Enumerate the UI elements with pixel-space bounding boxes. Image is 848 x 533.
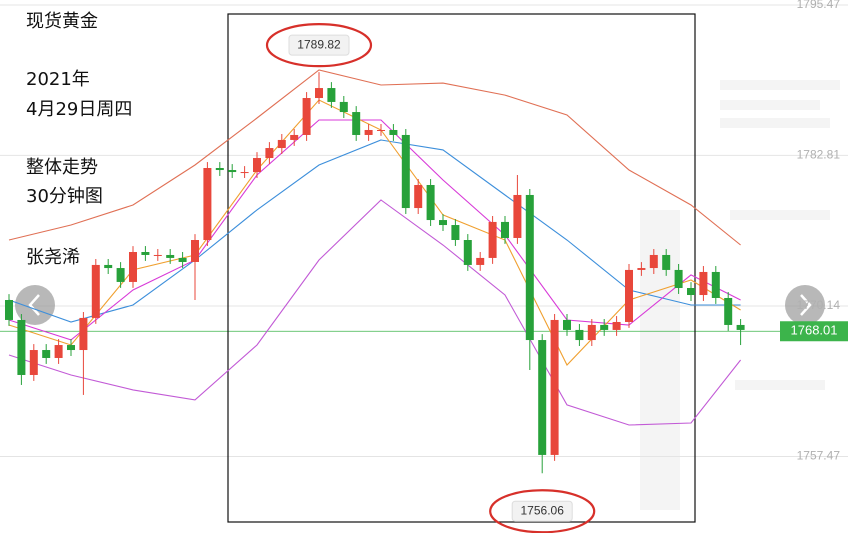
candle-body	[302, 98, 311, 135]
note-text: 张尧浠	[26, 247, 80, 268]
candle-body	[253, 158, 261, 173]
indicator-line	[8, 199, 742, 426]
candle-body	[54, 345, 63, 358]
note-text: 4月29日周四	[26, 99, 132, 120]
candle-body	[463, 240, 472, 265]
candle-body	[439, 220, 447, 226]
last-price-tag	[780, 321, 848, 342]
candle-body	[29, 350, 38, 375]
indicator-line	[8, 69, 741, 246]
candle-body	[290, 134, 299, 140]
candle-body	[662, 254, 671, 270]
candle-body	[414, 184, 423, 209]
callout-label: 1756.06	[521, 503, 565, 517]
candle-body	[724, 297, 733, 325]
candle-body	[129, 252, 137, 282]
candle-body	[178, 257, 187, 262]
note-text: 30分钟图	[26, 186, 103, 207]
y-tick-label: 1757.47	[797, 449, 841, 463]
candle-body	[637, 268, 646, 270]
candle-body	[711, 271, 720, 298]
candle-body	[476, 257, 485, 265]
note-text: 整体走势	[26, 157, 98, 178]
candle-body	[327, 88, 336, 102]
note-text: 现货黄金	[26, 11, 98, 32]
candle-body	[42, 350, 51, 358]
candle-body	[699, 271, 708, 296]
candle-body	[525, 194, 534, 341]
highlight-frame	[227, 13, 696, 523]
candle-body	[488, 221, 497, 258]
candle-body	[377, 129, 385, 131]
candle-body	[426, 184, 435, 221]
candle-body	[687, 288, 695, 296]
candle-body	[191, 240, 199, 262]
callout-label: 1789.82	[297, 37, 341, 51]
candle-body	[79, 317, 88, 351]
candle-body	[153, 254, 162, 256]
y-tick-label: 1782.81	[797, 148, 841, 162]
callout-box	[288, 34, 350, 56]
indicator-line	[8, 99, 741, 366]
candle-body	[352, 112, 361, 135]
nav-left[interactable]	[15, 285, 55, 325]
candle-body	[389, 129, 398, 135]
candle-body	[364, 129, 373, 135]
candle-body	[575, 329, 584, 341]
candle-body	[215, 168, 224, 171]
candle-body	[315, 88, 323, 99]
candle-body	[612, 321, 621, 330]
candle-body	[339, 101, 348, 113]
watermark	[640, 80, 840, 510]
y-tick-label: 1795.47	[797, 0, 841, 11]
candle-body	[17, 319, 26, 375]
candle-body	[141, 252, 150, 255]
candle-body	[91, 264, 100, 318]
y-tick-label: 1770.14	[797, 298, 841, 312]
candle-body	[67, 345, 75, 351]
candle-body	[116, 268, 125, 282]
candle-body	[674, 269, 683, 289]
candle-body	[104, 264, 113, 269]
candle-body	[538, 340, 547, 455]
callout-circle	[265, 23, 373, 68]
candle-body	[5, 300, 13, 320]
candle-body	[563, 319, 571, 330]
candle-body	[513, 194, 522, 238]
candle-body	[550, 319, 559, 455]
candle-body	[277, 139, 286, 149]
candle-body	[203, 168, 212, 241]
candle-body	[501, 221, 509, 238]
candle-body	[451, 225, 460, 241]
last-price-label: 1768.01	[791, 323, 838, 338]
candle-body	[166, 254, 175, 258]
candle-body	[240, 172, 249, 174]
candle-body	[587, 324, 596, 341]
callout-circle	[489, 489, 596, 533]
candle-body	[649, 254, 658, 269]
candle-body	[625, 269, 633, 322]
callout-box	[511, 500, 573, 522]
candle-body	[228, 170, 237, 173]
note-text: 2021年	[26, 69, 90, 90]
candle-body	[401, 134, 410, 209]
candle-body	[736, 324, 745, 330]
candle-body	[600, 324, 609, 330]
nav-right[interactable]	[785, 285, 825, 325]
candle-body	[265, 148, 274, 159]
